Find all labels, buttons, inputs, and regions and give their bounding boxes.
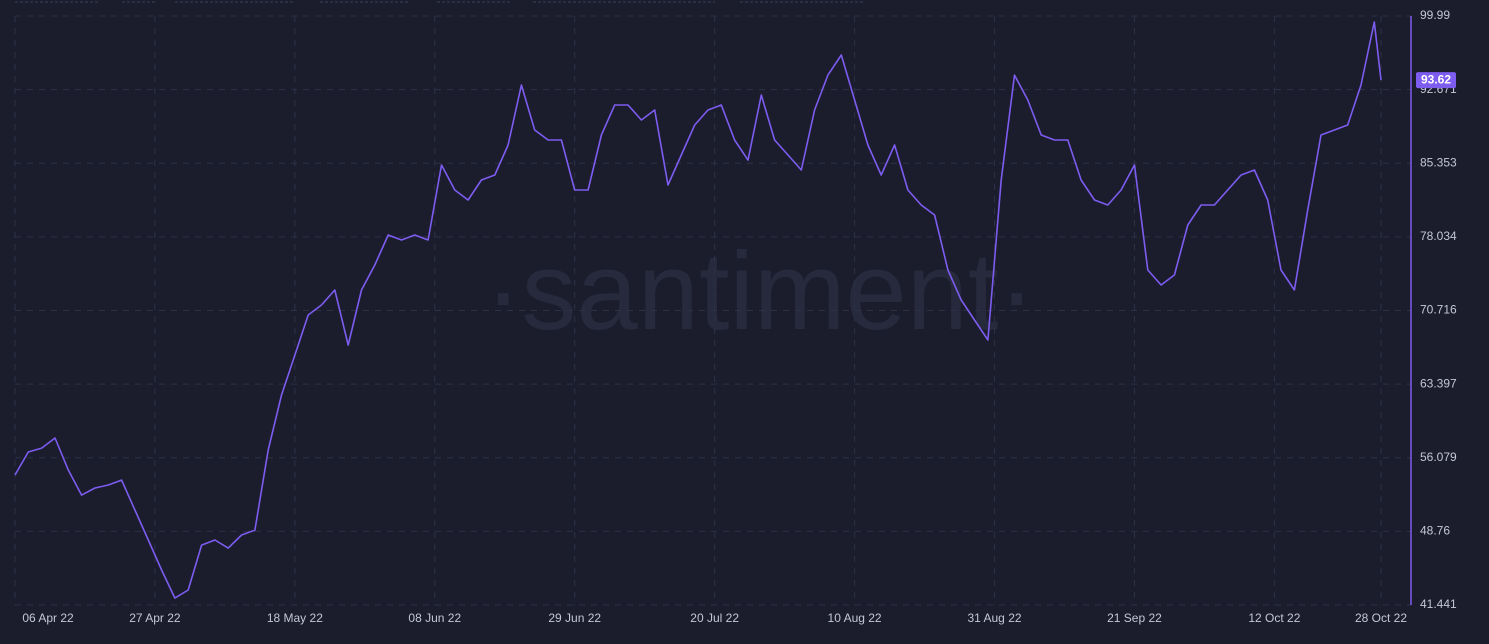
series-line <box>14 21 1382 599</box>
x-tick-label: 31 Aug 22 <box>967 611 1021 625</box>
watermark: ·santiment· <box>485 230 1035 353</box>
x-tick-label: 28 Oct 22 <box>1355 611 1407 625</box>
y-tick-label: 41.441 <box>1420 597 1457 611</box>
x-tick-label: 18 May 22 <box>267 611 323 625</box>
x-tick-label: 20 Jul 22 <box>690 611 739 625</box>
last-value-badge <box>1416 72 1456 89</box>
x-tick-label: 12 Oct 22 <box>1248 611 1300 625</box>
y-tick-label: 63.397 <box>1420 376 1457 390</box>
x-tick-label: 08 Jun 22 <box>408 611 461 625</box>
x-tick-label: 06 Apr 22 <box>22 611 74 625</box>
x-tick-label: 21 Sep 22 <box>1107 611 1162 625</box>
y-tick-label: 56.079 <box>1420 450 1457 464</box>
x-tick-label: 27 Apr 22 <box>129 611 181 625</box>
y-tick-label: 48.76 <box>1420 524 1450 538</box>
y-tick-label: 78.034 <box>1420 229 1457 243</box>
y-tick-label: 85.353 <box>1420 155 1457 169</box>
last-value-label: 93.62 <box>1421 72 1451 86</box>
y-tick-label: 70.716 <box>1420 303 1457 317</box>
x-tick-label: 10 Aug 22 <box>828 611 882 625</box>
y-tick-label: 99.99 <box>1420 8 1450 22</box>
x-tick-label: 29 Jun 22 <box>548 611 601 625</box>
